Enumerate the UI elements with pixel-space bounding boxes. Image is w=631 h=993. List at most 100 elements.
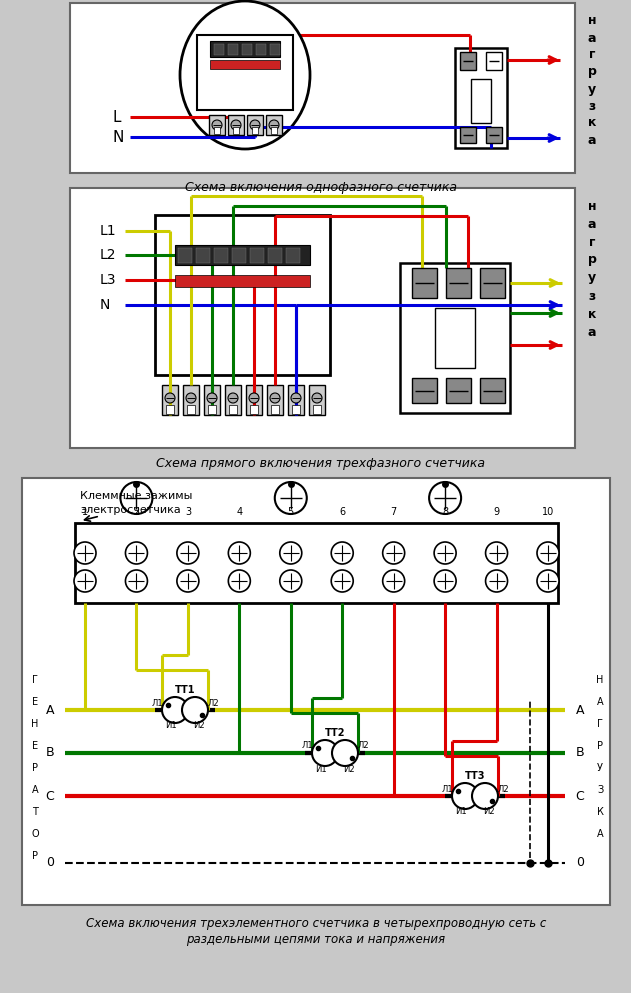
Text: з: з	[589, 290, 596, 303]
Text: Р: Р	[32, 763, 38, 773]
FancyBboxPatch shape	[70, 3, 575, 173]
Text: L2: L2	[100, 248, 117, 262]
Text: г: г	[589, 235, 595, 248]
Text: О: О	[31, 829, 39, 839]
FancyBboxPatch shape	[70, 188, 575, 448]
FancyBboxPatch shape	[197, 35, 293, 110]
FancyBboxPatch shape	[246, 385, 262, 415]
Text: И1: И1	[455, 807, 467, 816]
Circle shape	[228, 393, 238, 403]
FancyBboxPatch shape	[155, 215, 330, 375]
Text: 6: 6	[339, 507, 345, 517]
Circle shape	[249, 393, 259, 403]
FancyBboxPatch shape	[471, 79, 491, 123]
Circle shape	[472, 783, 498, 809]
FancyBboxPatch shape	[267, 385, 283, 415]
FancyBboxPatch shape	[225, 385, 241, 415]
Circle shape	[537, 570, 559, 592]
FancyBboxPatch shape	[309, 385, 325, 415]
FancyBboxPatch shape	[209, 115, 225, 135]
Text: Р: Р	[32, 851, 38, 861]
Text: B: B	[575, 747, 584, 760]
Text: 9: 9	[493, 507, 500, 517]
Text: 7: 7	[391, 507, 397, 517]
Text: к: к	[588, 308, 596, 321]
Text: 1: 1	[82, 507, 88, 517]
Text: 4: 4	[236, 507, 242, 517]
FancyBboxPatch shape	[480, 268, 505, 298]
Text: раздельными цепями тока и напряжения: раздельными цепями тока и напряжения	[186, 932, 445, 945]
FancyBboxPatch shape	[175, 245, 310, 265]
Text: А: А	[597, 697, 603, 707]
FancyBboxPatch shape	[233, 127, 239, 134]
FancyBboxPatch shape	[229, 405, 237, 414]
FancyBboxPatch shape	[210, 41, 280, 57]
Circle shape	[177, 570, 199, 592]
Text: У: У	[597, 763, 603, 773]
FancyBboxPatch shape	[268, 248, 282, 263]
FancyBboxPatch shape	[187, 405, 195, 414]
FancyBboxPatch shape	[266, 115, 282, 135]
FancyBboxPatch shape	[232, 248, 246, 263]
Text: C: C	[45, 789, 54, 802]
Text: C: C	[575, 789, 584, 802]
Text: Схема включения однофазного счетчика: Схема включения однофазного счетчика	[185, 181, 457, 194]
Circle shape	[228, 542, 251, 564]
Circle shape	[312, 740, 338, 766]
Circle shape	[291, 393, 301, 403]
Text: A: A	[46, 703, 54, 717]
FancyBboxPatch shape	[22, 478, 610, 905]
FancyBboxPatch shape	[256, 44, 266, 55]
FancyBboxPatch shape	[412, 268, 437, 298]
FancyBboxPatch shape	[214, 248, 228, 263]
FancyBboxPatch shape	[460, 127, 476, 143]
FancyBboxPatch shape	[455, 48, 507, 148]
FancyBboxPatch shape	[460, 52, 476, 70]
Text: Т: Т	[32, 807, 38, 817]
Text: Л2: Л2	[497, 784, 509, 793]
Circle shape	[186, 393, 196, 403]
FancyBboxPatch shape	[210, 60, 280, 69]
FancyBboxPatch shape	[250, 248, 264, 263]
FancyBboxPatch shape	[178, 248, 192, 263]
FancyBboxPatch shape	[214, 44, 224, 55]
FancyBboxPatch shape	[446, 378, 471, 403]
FancyBboxPatch shape	[270, 44, 280, 55]
FancyBboxPatch shape	[247, 115, 263, 135]
Text: у: у	[588, 82, 596, 95]
Text: Л1: Л1	[301, 742, 313, 751]
FancyBboxPatch shape	[166, 405, 174, 414]
Circle shape	[434, 542, 456, 564]
Text: 3: 3	[185, 507, 191, 517]
FancyBboxPatch shape	[271, 405, 279, 414]
Text: A: A	[575, 703, 584, 717]
FancyBboxPatch shape	[196, 248, 210, 263]
Circle shape	[212, 120, 222, 130]
FancyBboxPatch shape	[183, 385, 199, 415]
Circle shape	[332, 740, 358, 766]
Text: Л1: Л1	[441, 784, 453, 793]
FancyBboxPatch shape	[486, 127, 502, 143]
FancyBboxPatch shape	[208, 405, 216, 414]
Text: а: а	[587, 217, 596, 230]
Circle shape	[434, 570, 456, 592]
FancyBboxPatch shape	[228, 44, 238, 55]
Text: а: а	[587, 133, 596, 147]
FancyBboxPatch shape	[313, 405, 321, 414]
Text: Е: Е	[32, 697, 38, 707]
Circle shape	[274, 482, 307, 514]
Text: Клеммные зажимы: Клеммные зажимы	[80, 491, 192, 501]
Text: Схема включения трехэлементного счетчика в четырехпроводную сеть с: Схема включения трехэлементного счетчика…	[86, 917, 546, 929]
Circle shape	[231, 120, 241, 130]
Circle shape	[250, 120, 260, 130]
Circle shape	[228, 570, 251, 592]
Text: L1: L1	[100, 224, 117, 238]
FancyBboxPatch shape	[75, 523, 558, 603]
Text: N: N	[112, 129, 124, 145]
Text: 2: 2	[133, 507, 139, 517]
FancyBboxPatch shape	[400, 263, 510, 413]
Circle shape	[486, 570, 507, 592]
Text: И1: И1	[165, 722, 177, 731]
Text: з: з	[589, 99, 596, 112]
Text: И2: И2	[193, 722, 205, 731]
